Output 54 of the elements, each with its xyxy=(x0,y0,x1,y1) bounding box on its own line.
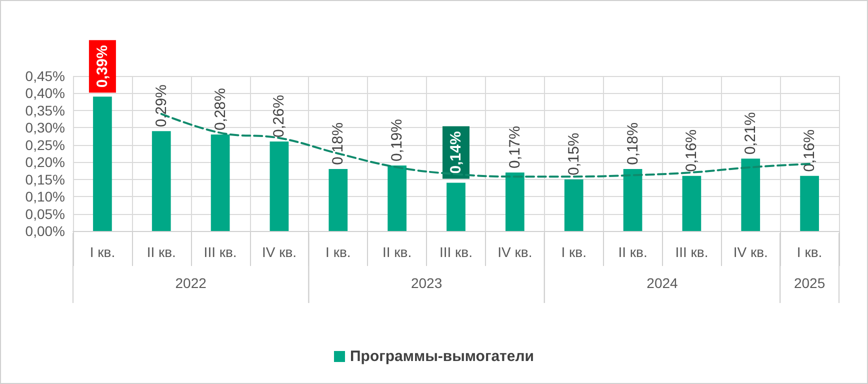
y-tick-label: 0,10% xyxy=(25,188,65,205)
y-tick-label: 0,15% xyxy=(25,171,65,188)
bar xyxy=(152,131,171,231)
y-tick-label: 0,20% xyxy=(25,154,65,170)
bar xyxy=(270,141,289,231)
bar xyxy=(623,169,642,231)
y-tick-label: 0,05% xyxy=(25,206,65,222)
data-label: 0,17% xyxy=(506,126,524,168)
data-label: 0,21% xyxy=(742,112,760,155)
x-tick-label: III кв. xyxy=(439,244,473,260)
y-tick-label: 0,40% xyxy=(25,85,65,102)
text: 2025 xyxy=(794,275,826,291)
data-label: 0,16% xyxy=(801,129,818,172)
data-label: 0,19% xyxy=(388,119,406,162)
bar xyxy=(93,96,112,231)
x-tick-label: II кв. xyxy=(382,244,412,260)
y-tick-label: 0,45% xyxy=(25,68,65,84)
text: 2024 xyxy=(646,275,678,291)
bar xyxy=(564,179,584,231)
legend-label: Программы-вымогатели xyxy=(350,348,534,365)
data-label: 0,16% xyxy=(683,129,700,172)
x-tick-label: III кв. xyxy=(204,244,237,260)
y-tick-label: 0,00% xyxy=(25,223,65,239)
bar xyxy=(388,166,407,231)
y-tick-label: 0,30% xyxy=(25,120,65,136)
x-tick-label: II кв. xyxy=(618,244,648,260)
bar xyxy=(505,172,524,231)
data-label: 0,26% xyxy=(270,94,288,138)
text: 2023 xyxy=(410,275,442,291)
bar xyxy=(800,176,819,231)
y-tick-label: 0,25% xyxy=(25,136,65,153)
bar xyxy=(210,134,230,231)
x-tick-label: IV кв. xyxy=(498,244,532,260)
data-label: 0,18% xyxy=(330,122,347,165)
y-tick-label: 0,35% xyxy=(25,102,65,118)
data-label: 0,15% xyxy=(565,132,582,176)
x-tick-label: I кв. xyxy=(796,244,822,260)
x-tick-label: I кв. xyxy=(326,244,351,260)
x-tick-label: I кв. xyxy=(561,244,586,260)
x-tick-label: II кв. xyxy=(146,244,176,260)
data-label: 0,39% xyxy=(94,45,111,88)
x-tick-label: IV кв. xyxy=(262,244,297,260)
x-tick-label: III кв. xyxy=(675,244,708,260)
bar xyxy=(328,169,348,231)
data-label: 0,18% xyxy=(624,122,642,165)
bar xyxy=(682,176,702,231)
data-label: 0,29% xyxy=(152,84,170,128)
x-tick-label: I кв. xyxy=(90,244,116,260)
bar xyxy=(741,158,760,231)
data-label: 0,28% xyxy=(212,88,229,131)
data-label: 0,14% xyxy=(448,131,464,174)
bar xyxy=(446,182,466,231)
text: 2022 xyxy=(175,275,207,291)
x-tick-label: IV кв. xyxy=(733,244,768,260)
